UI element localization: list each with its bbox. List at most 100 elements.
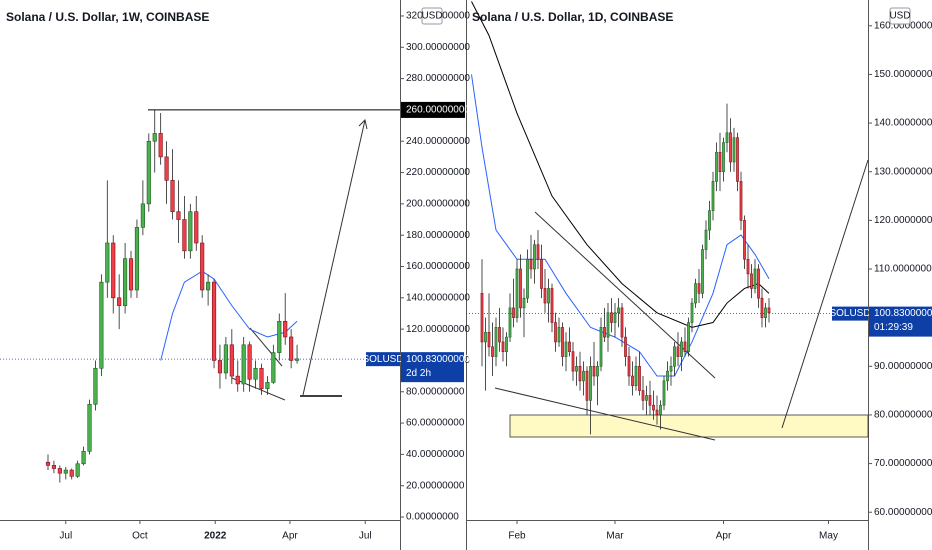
price-box: [869, 306, 932, 337]
candle-body: [480, 293, 484, 343]
chart-title: Solana / U.S. Dollar, 1D, COINBASE: [472, 10, 673, 24]
candle-body: [694, 283, 697, 304]
candle-body: [235, 375, 240, 385]
currency-box: [421, 7, 443, 25]
level-label-box: [401, 101, 465, 118]
candle-body: [283, 321, 288, 338]
candle-body: [715, 151, 718, 182]
y-tick-label: 240.00000000: [406, 136, 470, 147]
candle-body: [494, 327, 498, 357]
y-tick-label: 160.00000000: [874, 20, 932, 31]
price-label: 100.83000000: [406, 354, 470, 365]
x-tick-label: Apr: [716, 531, 732, 542]
candle-body: [134, 227, 140, 291]
candle-body: [631, 375, 634, 387]
candle-body: [757, 268, 760, 299]
candle-body: [550, 288, 554, 323]
candle-body: [522, 297, 526, 309]
candle-body: [638, 365, 641, 391]
candle-body: [217, 360, 223, 374]
candle-body: [641, 390, 645, 401]
candle-body: [666, 370, 669, 382]
candle-body: [519, 268, 522, 309]
candle-body: [294, 358, 300, 361]
candle-body: [578, 365, 582, 382]
candle-body: [265, 382, 270, 389]
candle-body: [515, 268, 519, 318]
candle-body: [554, 322, 557, 343]
candle-body: [512, 307, 515, 318]
candle-body: [610, 312, 613, 323]
moving-average: [160, 270, 298, 361]
candle-body: [582, 370, 585, 382]
currency: USD: [421, 11, 442, 22]
x-tick-label: Feb: [508, 531, 526, 542]
y-tick-label: 220.00000000: [406, 167, 470, 178]
candle-body: [673, 346, 676, 367]
y-tick-label: 0.00000000: [406, 512, 459, 523]
candle-body: [491, 346, 494, 357]
candle-body: [743, 220, 746, 260]
candle-body: [729, 132, 732, 163]
candle-body: [533, 244, 536, 270]
candle-body: [648, 395, 652, 406]
candle-body: [592, 365, 596, 377]
price-box: [401, 352, 464, 383]
candle-body: [271, 352, 276, 383]
candle-body: [732, 137, 736, 163]
candle-body: [655, 409, 659, 416]
candle-body: [211, 281, 217, 361]
candle-body: [170, 180, 175, 212]
candle-body: [676, 346, 680, 357]
y-tick-label: 300.00000000: [406, 42, 470, 53]
drawings: [231, 119, 869, 441]
support-zone: [509, 414, 869, 438]
candle-body: [99, 281, 104, 369]
candle-body: [652, 404, 655, 411]
candle-body: [146, 140, 151, 205]
y-tick-label: 70.00000000: [874, 458, 932, 469]
y-tick-label: 120.00000000: [406, 324, 470, 335]
candle-body: [117, 297, 122, 306]
symbol-box: [366, 352, 400, 367]
candle-body: [501, 341, 505, 352]
candle-body: [87, 403, 92, 452]
candle-body: [69, 469, 74, 477]
trendline: [249, 327, 283, 367]
candle-body: [683, 341, 687, 352]
candle-body: [624, 336, 627, 357]
chart-title: Solana / U.S. Dollar, 1W, COINBASE: [6, 10, 209, 24]
candle-body: [182, 219, 187, 252]
candle-body: [662, 380, 666, 406]
candle-body: [81, 450, 86, 465]
candle-body: [164, 156, 169, 181]
y-tick-label: 80.00000000: [874, 410, 932, 421]
candle-body: [75, 463, 80, 477]
candle-body: [687, 322, 690, 352]
candle-body: [498, 327, 501, 343]
candle-body: [557, 327, 561, 343]
symbol: SOLUSD: [362, 354, 403, 365]
candle-body: [718, 151, 722, 173]
x-tick-label: Jul: [359, 531, 372, 542]
candle-body: [701, 249, 704, 294]
candle-body: [536, 244, 540, 260]
x-tick-label: May: [819, 531, 838, 542]
candle-body: [259, 367, 264, 389]
y-tick-label: 90.00000000: [874, 361, 932, 372]
candle-body: [680, 341, 683, 357]
candle-body: [697, 283, 701, 294]
y-tick-label: 40.00000000: [406, 449, 465, 460]
candle-body: [634, 365, 638, 387]
arrow: [302, 119, 366, 396]
candle-body: [739, 181, 743, 221]
countdown: 2d 2h: [406, 368, 431, 379]
candle-body: [277, 321, 282, 353]
candle-body: [760, 297, 764, 318]
y-tick-label: 280.00000000: [406, 73, 470, 84]
candle-body: [585, 370, 589, 401]
y-tick-label: 110.00000000: [874, 264, 932, 275]
y-tick-label: 120.00000000: [874, 215, 932, 226]
candle-body: [736, 137, 739, 182]
x-tick-label: Apr: [282, 531, 298, 542]
